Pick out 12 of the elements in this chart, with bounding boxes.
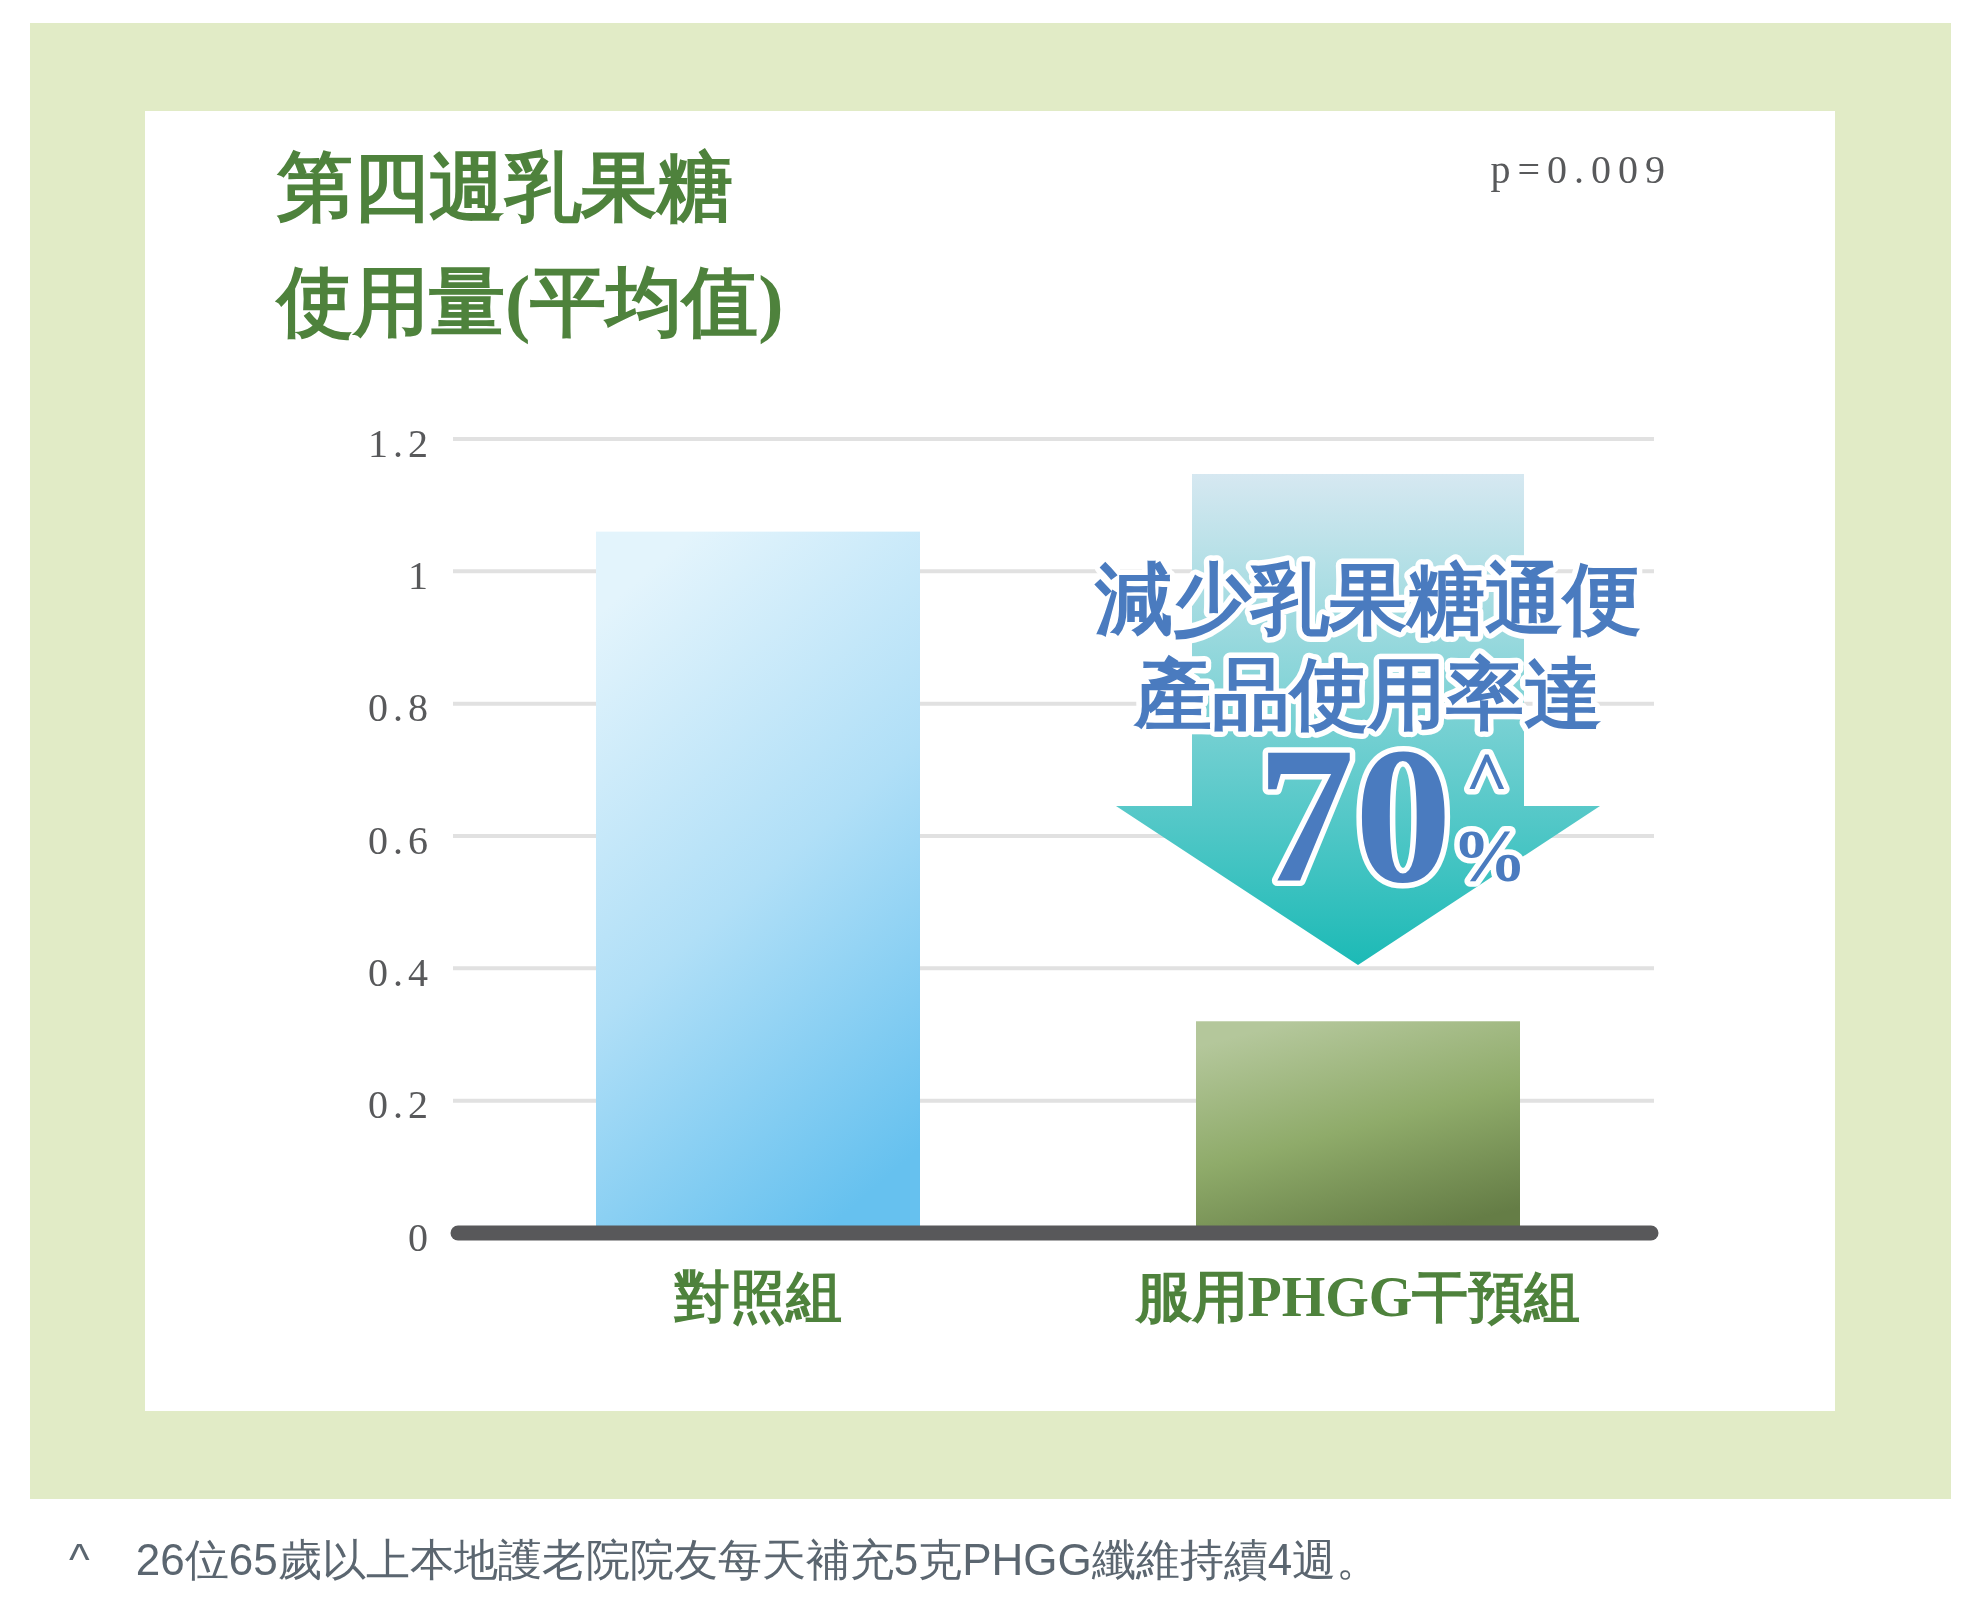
- y-tick-label: 1: [408, 552, 433, 598]
- y-tick-label: 0.6: [368, 817, 433, 863]
- y-tick-label: 0: [408, 1214, 433, 1260]
- y-tick-label: 1.2: [368, 420, 433, 466]
- text: p=0.009: [1490, 147, 1672, 192]
- y-tick-label: 0.4: [368, 949, 433, 995]
- chart-title: 第四週乳果糖使用量(平均值): [274, 145, 784, 345]
- text: ^ 26位65歲以上本地護老院院友每天補充5克PHGG纖維持續4週。: [69, 1535, 1381, 1584]
- x-tick-label: 對照組: [673, 1266, 842, 1328]
- y-tick-label: 0.8: [368, 685, 433, 731]
- x-tick-label: 服用PHGG干預組: [1133, 1266, 1581, 1328]
- y-tick-label: 0.2: [368, 1082, 433, 1128]
